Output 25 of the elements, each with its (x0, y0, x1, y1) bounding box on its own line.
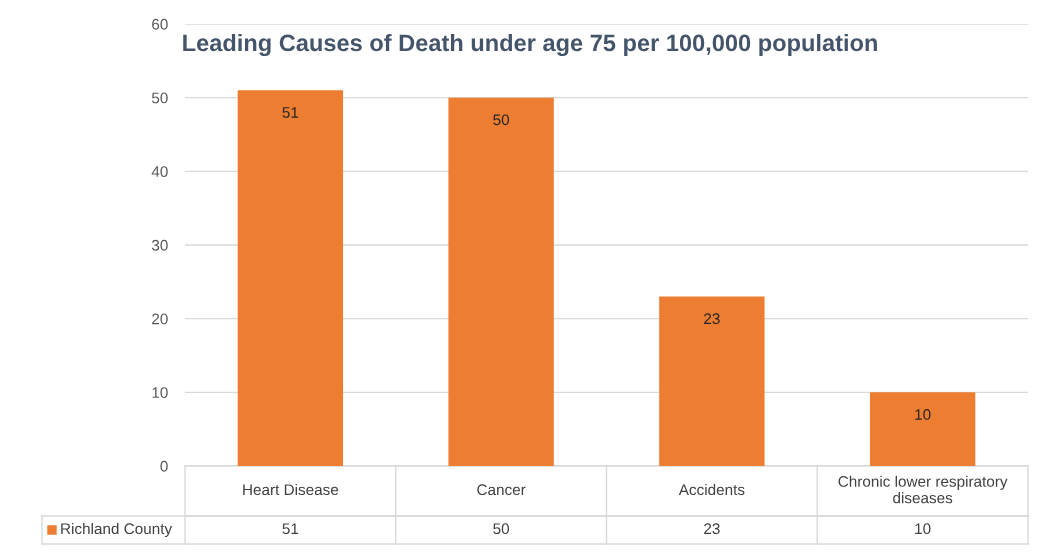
y-tick-label: 40 (151, 166, 168, 178)
text: 23 (704, 523, 720, 535)
bar (659, 296, 765, 466)
y-tick-label: 10 (152, 387, 168, 399)
x-tick-label: Cancer (477, 484, 526, 496)
y-tick-label: 50 (151, 92, 168, 104)
text: 50 (493, 523, 510, 535)
x-tick-label: Chronic lower respiratory diseases (838, 475, 1008, 504)
bar (869, 392, 976, 466)
y-tick-label: 30 (151, 239, 168, 251)
text: 51 (282, 523, 299, 535)
data-label: 51 (282, 107, 299, 118)
legend-label: Richland County (61, 522, 173, 538)
x-tick-label: Accidents (678, 483, 745, 496)
y-tick-label: 0 (160, 460, 168, 472)
data-label: 23 (704, 313, 720, 325)
bar (448, 97, 554, 466)
bar (237, 90, 344, 466)
text: 10 (915, 523, 931, 535)
x-tick-label: Heart Disease (243, 483, 339, 496)
data-label: 10 (915, 409, 931, 420)
chart-title: Leading Causes of Death under age 75 per 100,000 population (183, 33, 877, 57)
y-tick-label: 20 (152, 313, 168, 325)
y-tick-label: 60 (152, 18, 168, 30)
data-label: 50 (493, 114, 510, 126)
